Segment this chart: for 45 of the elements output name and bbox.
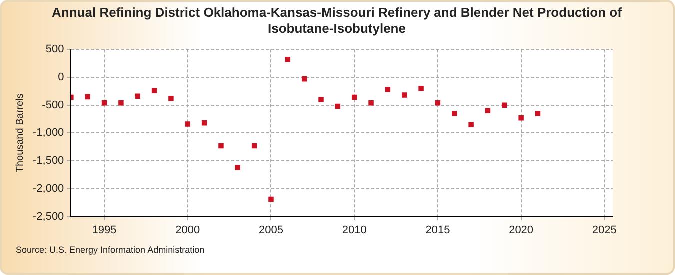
- x-tick-label: 2025: [592, 224, 617, 236]
- point: [418, 86, 424, 92]
- y-axis-title: Thousand Barrels: [14, 94, 26, 173]
- point: [168, 96, 174, 102]
- point: [535, 111, 541, 116]
- y-tick-label: 0: [58, 72, 64, 84]
- chart-title: Annual Refining District Oklahoma-Kansas-Missouri Refinery and Blender Net Production of Isobutane-Isobutylene: [51, 5, 623, 37]
- y-tick-label: -1,000: [32, 127, 64, 140]
- x-tick-label: 2010: [342, 224, 367, 236]
- y-tick-label: -2,000: [32, 182, 64, 195]
- point: [502, 102, 508, 108]
- y-tick-label: -2,500: [32, 210, 64, 223]
- point: [352, 94, 358, 100]
- point: [485, 108, 491, 114]
- point: [302, 76, 308, 82]
- point: [218, 143, 224, 149]
- x-tick-label: 2000: [176, 224, 200, 236]
- point: [385, 87, 391, 92]
- point: [118, 100, 124, 106]
- point: [468, 122, 474, 128]
- x-tick-label: 2005: [259, 224, 284, 236]
- point: [102, 100, 108, 106]
- point: [85, 94, 90, 100]
- point: [402, 92, 408, 98]
- point: [152, 88, 158, 94]
- point: [135, 94, 140, 100]
- point: [518, 116, 524, 121]
- point: [235, 165, 241, 170]
- y-tick-label: -500: [42, 99, 64, 112]
- x-tick-label: 2015: [426, 224, 450, 236]
- point: [285, 57, 291, 62]
- y-tick-label: 500: [46, 44, 64, 56]
- y-tick-label: -1,500: [32, 155, 64, 168]
- x-tick-label: 2020: [509, 224, 534, 236]
- point: [252, 143, 258, 149]
- point: [452, 111, 458, 116]
- source-note: Source: U.S. Energy Information Administration: [16, 245, 205, 255]
- point: [185, 122, 191, 127]
- point: [202, 120, 208, 126]
- point: [335, 104, 341, 110]
- point: [435, 100, 441, 106]
- point: [268, 196, 274, 202]
- point: [318, 97, 324, 102]
- x-tick-label: 1995: [92, 224, 117, 236]
- point: [368, 100, 374, 106]
